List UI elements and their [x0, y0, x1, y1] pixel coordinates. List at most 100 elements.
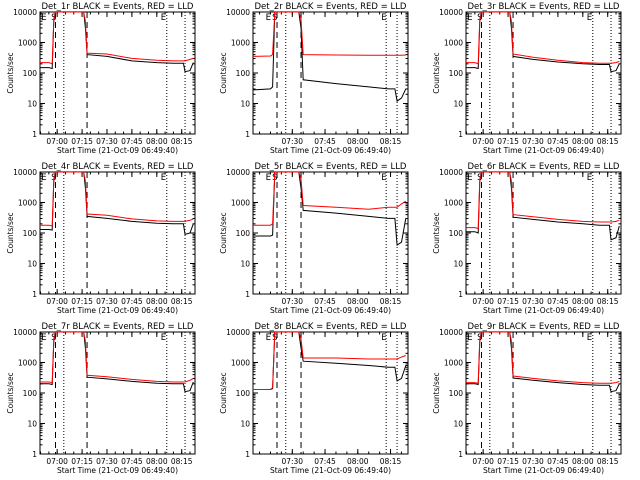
event-marker-e: E: [41, 13, 46, 23]
x-tick-label: 08:00: [347, 137, 369, 146]
x-tick-label: 07:15: [497, 297, 519, 306]
y-tick-label: 100: [449, 69, 464, 78]
series-group: [466, 332, 620, 393]
plot-frame: [252, 331, 409, 455]
event-marker-e: E: [467, 13, 472, 23]
series-events-line: [253, 12, 407, 102]
y-tick-label: 1: [32, 130, 37, 139]
panel-title: Det_1r BLACK = Events, RED = LLD: [42, 2, 194, 12]
x-tick-label: 08:15: [597, 297, 619, 306]
x-tick-label: 07:15: [71, 137, 93, 146]
y-axis-label: Counts/sec: [219, 52, 228, 93]
plot-frame: [465, 171, 622, 295]
event-marker-e: E: [161, 333, 166, 343]
series-group: [253, 12, 407, 102]
event-marker-e: E: [381, 173, 386, 183]
x-tick-label: 07:45: [121, 137, 143, 146]
x-tick-label: 08:00: [146, 137, 168, 146]
y-tick-label: 1: [458, 450, 463, 459]
x-axis-label: Start Time (21-Oct-09 06:49:40): [270, 306, 391, 315]
series-lld-line: [253, 332, 406, 390]
detector-panel-1: Det_1r BLACK = Events, RED = LLD 1 10 100 10…: [6, 2, 196, 155]
x-tick-label: 07:45: [314, 457, 336, 466]
panel-title: Det_8r BLACK = Events, RED = LLD: [255, 322, 407, 332]
y-axis-label: Counts/sec: [219, 212, 228, 253]
plot-frame: [39, 331, 196, 455]
plot-frame: [465, 331, 622, 455]
y-axis-label: Counts/sec: [6, 52, 15, 93]
x-tick-label: 08:00: [572, 137, 594, 146]
y-tick-label: 10000: [226, 168, 250, 177]
x-tick-label: 07:30: [281, 137, 303, 146]
x-tick-label: 07:30: [281, 297, 303, 306]
y-tick-label: 1: [32, 450, 37, 459]
series-lld-line: [40, 172, 194, 227]
x-tick-label: 07:30: [96, 457, 118, 466]
event-marker-e: E: [266, 13, 271, 23]
y-axis-label: Counts/sec: [432, 372, 441, 413]
y-tick-label: 1: [245, 290, 250, 299]
y-axis-label: Counts/sec: [432, 212, 441, 253]
y-tick-label: 10000: [13, 328, 37, 337]
y-tick-label: 10: [240, 260, 250, 269]
y-tick-label: 10000: [439, 328, 463, 337]
plot-frame: [39, 11, 196, 135]
series-lld-line: [466, 12, 620, 65]
series-events-line: [466, 172, 620, 241]
series-group: [40, 172, 194, 236]
x-tick-label: 07:15: [71, 297, 93, 306]
y-tick-label: 10: [453, 420, 463, 429]
y-tick-label: 10: [453, 100, 463, 109]
y-tick-label: 1: [458, 290, 463, 299]
y-tick-label: 100: [449, 229, 464, 238]
y-tick-label: 1000: [18, 199, 37, 208]
x-tick-label: 07:45: [314, 137, 336, 146]
event-marker-e: E: [266, 333, 271, 343]
event-marker-e: E: [587, 13, 592, 23]
y-tick-label: 10000: [13, 168, 37, 177]
y-tick-label: 10000: [226, 328, 250, 337]
x-tick-label: 08:15: [171, 457, 193, 466]
y-tick-label: 10: [27, 100, 37, 109]
y-tick-label: 10: [240, 420, 250, 429]
series-events-line: [40, 172, 194, 236]
x-tick-label: 07:45: [121, 457, 143, 466]
series-group: [253, 172, 407, 246]
plot-frame: [465, 11, 622, 135]
x-axis-label: Start Time (21-Oct-09 06:49:40): [483, 306, 604, 315]
x-tick-label: 07:00: [472, 137, 494, 146]
y-tick-label: 100: [236, 389, 251, 398]
x-tick-label: 07:00: [46, 457, 68, 466]
panel-title: Det_6r BLACK = Events, RED = LLD: [468, 162, 620, 172]
series-events-line: [40, 332, 194, 393]
y-tick-label: 1: [245, 450, 250, 459]
y-tick-label: 1000: [18, 359, 37, 368]
detector-panel-8: Det_8r BLACK = Events, RED = LLD 1 10 100 10…: [219, 322, 409, 475]
event-marker-e: E: [41, 333, 46, 343]
x-tick-label: 07:15: [497, 457, 519, 466]
detector-panel-9: Det_9r BLACK = Events, RED = LLD 1 10 100 10…: [432, 322, 622, 475]
x-axis-label: Start Time (21-Oct-09 06:49:40): [57, 146, 178, 155]
y-tick-label: 10000: [439, 168, 463, 177]
panel-title: Det_2r BLACK = Events, RED = LLD: [255, 2, 407, 12]
y-tick-label: 1000: [231, 359, 250, 368]
event-marker-e: E: [587, 173, 592, 183]
y-tick-label: 1: [32, 290, 37, 299]
x-axis-label: Start Time (21-Oct-09 06:49:40): [57, 466, 178, 475]
y-tick-label: 100: [23, 229, 38, 238]
y-axis-label: Counts/sec: [432, 52, 441, 93]
x-tick-label: 07:45: [121, 297, 143, 306]
y-tick-label: 1000: [18, 39, 37, 48]
y-tick-label: 10000: [439, 8, 463, 17]
x-tick-label: 08:15: [597, 137, 619, 146]
x-tick-label: 08:00: [347, 297, 369, 306]
x-tick-label: 07:30: [96, 297, 118, 306]
y-tick-label: 100: [449, 389, 464, 398]
x-axis-label: Start Time (21-Oct-09 06:49:40): [270, 466, 391, 475]
x-tick-label: 08:00: [146, 297, 168, 306]
y-tick-label: 100: [236, 69, 251, 78]
panel-title: Det_4r BLACK = Events, RED = LLD: [42, 162, 194, 172]
series-group: [40, 332, 194, 393]
event-marker-e: E: [266, 173, 271, 183]
